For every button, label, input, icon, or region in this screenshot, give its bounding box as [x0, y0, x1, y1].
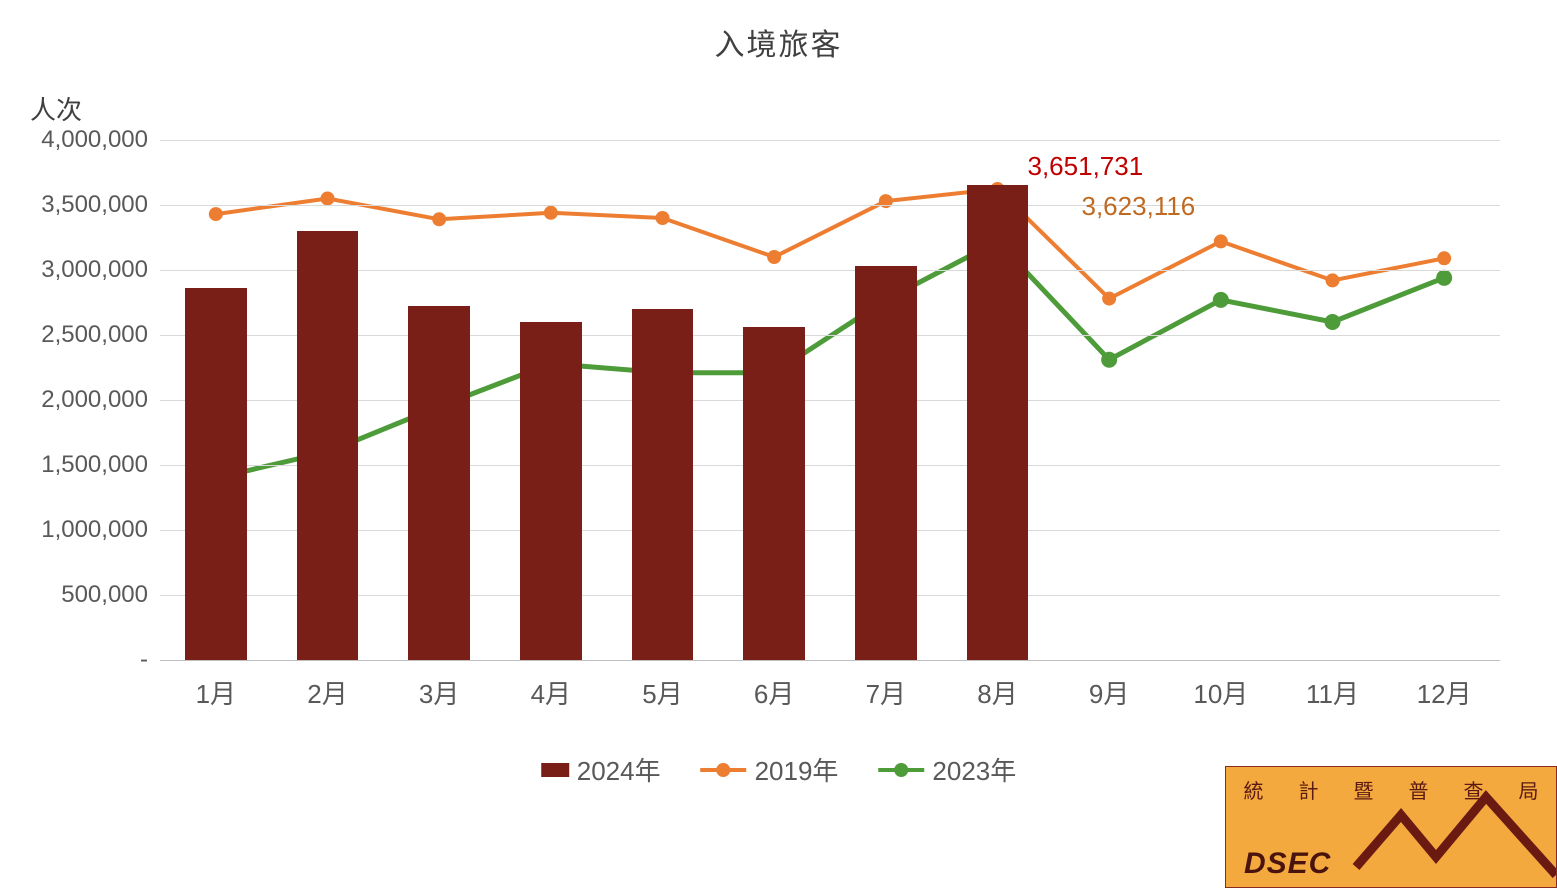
- gridline: [160, 660, 1500, 661]
- gridline: [160, 595, 1500, 596]
- marker-2019: [544, 206, 558, 220]
- marker-2019: [1214, 234, 1228, 248]
- marker-2019: [879, 194, 893, 208]
- x-tick-label: 4月: [531, 660, 571, 711]
- gridline: [160, 205, 1500, 206]
- x-tick-label: 8月: [977, 660, 1017, 711]
- bar-2024: [743, 327, 804, 660]
- x-tick-label: 2月: [307, 660, 347, 711]
- plot-area: -500,0001,000,0001,500,0002,000,0002,500…: [160, 140, 1500, 660]
- marker-2019: [432, 212, 446, 226]
- y-tick-label: -: [140, 646, 160, 674]
- legend-label: 2024年: [577, 751, 661, 788]
- marker-2023: [1213, 292, 1229, 308]
- marker-2019: [321, 192, 335, 206]
- bar-2024: [855, 266, 916, 660]
- y-tick-label: 500,000: [61, 581, 160, 609]
- x-tick-label: 10月: [1193, 660, 1248, 711]
- x-tick-label: 7月: [866, 660, 906, 711]
- x-tick-label: 9月: [1089, 660, 1129, 711]
- gridline: [160, 400, 1500, 401]
- bar-2024: [632, 309, 693, 660]
- line-2023: [216, 241, 1444, 478]
- bar-2024: [297, 231, 358, 660]
- marker-2019: [1102, 292, 1116, 306]
- dsec-logo: 統計暨普查局 DSEC: [1225, 766, 1557, 888]
- bar-2024: [185, 288, 246, 660]
- chart-container: 入境旅客 人次 -500,0001,000,0001,500,0002,000,…: [0, 0, 1557, 888]
- x-tick-label: 12月: [1417, 660, 1472, 711]
- gridline: [160, 530, 1500, 531]
- marker-2019: [209, 207, 223, 221]
- marker-2023: [1436, 270, 1452, 286]
- marker-2023: [1325, 314, 1341, 330]
- x-tick-label: 1月: [196, 660, 236, 711]
- y-tick-label: 1,500,000: [41, 451, 160, 479]
- legend-item: 2019年: [701, 751, 839, 788]
- bar-2024: [967, 185, 1028, 660]
- y-tick-label: 1,000,000: [41, 516, 160, 544]
- gridline: [160, 335, 1500, 336]
- marker-2023: [1101, 352, 1117, 368]
- y-axis-unit-label: 人次: [30, 90, 82, 127]
- y-tick-label: 3,000,000: [41, 256, 160, 284]
- legend-swatch-line: [701, 761, 747, 779]
- x-tick-label: 5月: [642, 660, 682, 711]
- gridline: [160, 140, 1500, 141]
- marker-2019: [1437, 251, 1451, 265]
- gridline: [160, 270, 1500, 271]
- y-tick-label: 2,500,000: [41, 321, 160, 349]
- logo-en-text: DSEC: [1244, 847, 1331, 881]
- bar-2024: [408, 306, 469, 660]
- legend-label: 2019年: [755, 751, 839, 788]
- data-annotation: 3,651,731: [1028, 151, 1144, 182]
- chart-title: 入境旅客: [0, 20, 1557, 64]
- legend: 2024年 2019年 2023年: [541, 751, 1017, 788]
- legend-item: 2023年: [878, 751, 1016, 788]
- bar-2024: [520, 322, 581, 660]
- legend-item: 2024年: [541, 751, 661, 788]
- legend-swatch-line: [878, 761, 924, 779]
- marker-2019: [1326, 273, 1340, 287]
- legend-label: 2023年: [932, 751, 1016, 788]
- x-tick-label: 11月: [1306, 660, 1359, 711]
- y-tick-label: 3,500,000: [41, 191, 160, 219]
- marker-2019: [656, 211, 670, 225]
- marker-2019: [767, 250, 781, 264]
- legend-swatch-bar: [541, 763, 569, 777]
- y-tick-label: 2,000,000: [41, 386, 160, 414]
- x-tick-label: 3月: [419, 660, 459, 711]
- y-tick-label: 4,000,000: [41, 126, 160, 154]
- gridline: [160, 465, 1500, 466]
- x-tick-label: 6月: [754, 660, 794, 711]
- data-annotation: 3,623,116: [1082, 191, 1196, 222]
